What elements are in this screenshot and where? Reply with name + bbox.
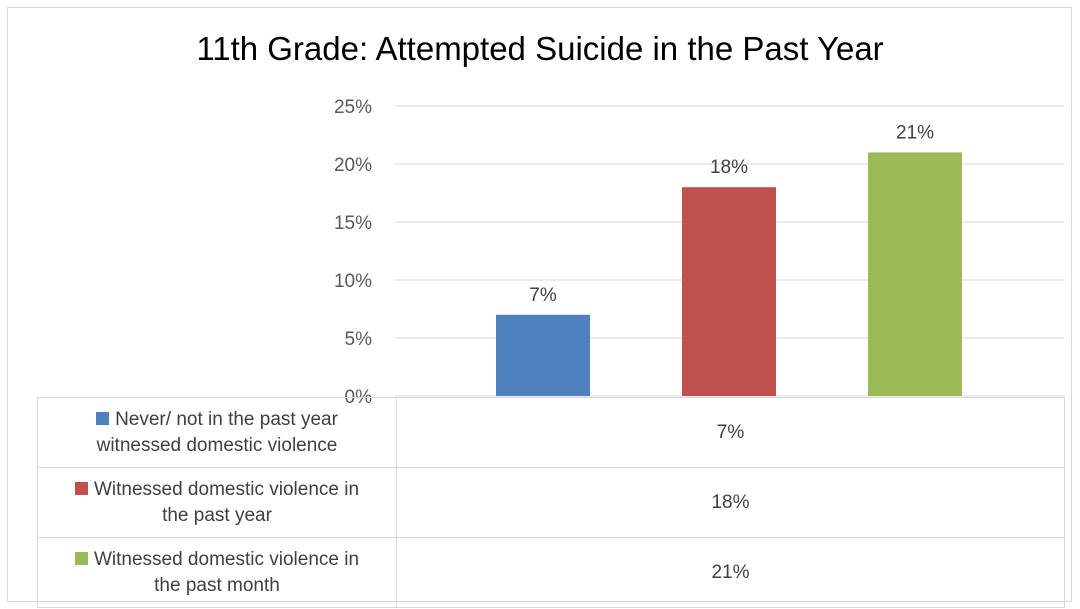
legend-swatch-red <box>74 481 88 495</box>
row-label-line2: witnessed domestic violence <box>96 434 338 456</box>
bar <box>868 152 962 396</box>
table-category-cell: Witnessed domestic violence in the past … <box>37 467 397 538</box>
data-label: 18% <box>710 157 748 178</box>
legend-swatch-green <box>74 551 88 565</box>
row-label-line2: the past month <box>154 574 280 596</box>
table-row: Never/ not in the past year witnessed do… <box>37 397 1065 468</box>
bar <box>682 187 776 396</box>
table-category-cell: Never/ not in the past year witnessed do… <box>37 397 397 468</box>
data-table: Never/ not in the past year witnessed do… <box>37 397 1065 608</box>
table-value-cell: 7% <box>396 397 1065 468</box>
data-label: 21% <box>896 122 934 143</box>
table-value-cell: 21% <box>396 537 1065 608</box>
row-label-line1: Never/ not in the past year <box>115 408 338 430</box>
table-category-cell: Witnessed domestic violence in the past … <box>37 537 397 608</box>
row-label-line2: the past year <box>162 504 272 526</box>
chart-title: 11th Grade: Attempted Suicide in the Pas… <box>196 30 884 67</box>
table-row: Witnessed domestic violence in the past … <box>37 467 1065 538</box>
y-tick-label: 10% <box>334 271 372 292</box>
table-value-cell: 18% <box>396 467 1065 538</box>
bar <box>496 314 590 396</box>
data-label: 7% <box>529 285 557 306</box>
y-tick-label: 20% <box>334 155 372 176</box>
y-tick-label: 25% <box>334 97 372 118</box>
y-tick-label: 5% <box>345 329 373 350</box>
table-row: Witnessed domestic violence in the past … <box>37 537 1065 608</box>
row-label-line1: Witnessed domestic violence in <box>93 478 360 500</box>
y-tick-label: 15% <box>334 213 372 234</box>
row-label-line1: Witnessed domestic violence in <box>93 548 360 570</box>
legend-swatch-blue <box>96 411 110 425</box>
